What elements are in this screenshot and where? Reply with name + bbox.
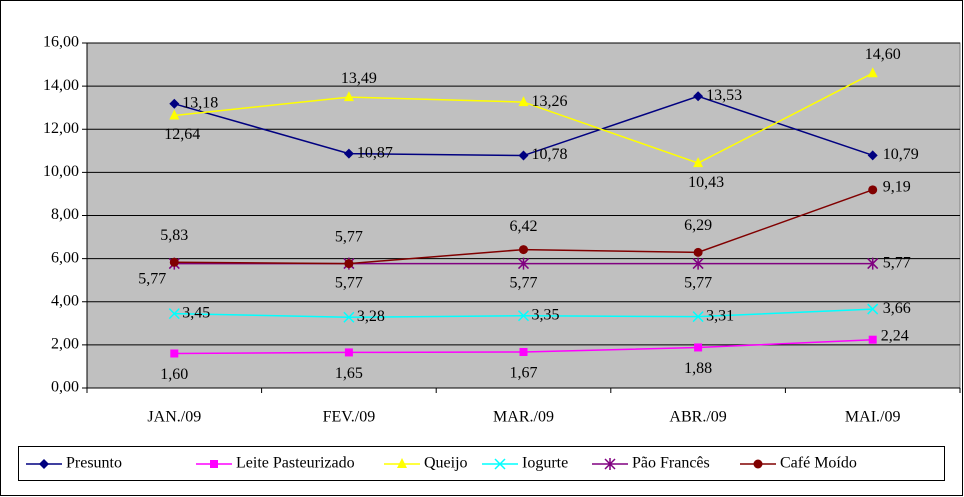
- data-label: 9,19: [883, 179, 911, 196]
- data-label: 14,60: [865, 46, 901, 63]
- legend-label: Pão Francês: [632, 455, 710, 472]
- marker: [517, 257, 530, 270]
- x-tick-label: MAI./09: [845, 409, 901, 426]
- legend-marker: [604, 458, 616, 470]
- data-label: 13,53: [706, 87, 742, 104]
- y-tick-label: 2,00: [51, 336, 79, 353]
- marker: [517, 310, 530, 322]
- y-tick-label: 12,00: [43, 120, 79, 137]
- data-label: 5,77: [883, 254, 911, 271]
- marker: [867, 150, 878, 161]
- x-tick-label: FEV./09: [323, 409, 376, 426]
- x-tick-label: JAN./09: [147, 409, 201, 426]
- marker: [694, 343, 703, 352]
- y-tick-label: 14,00: [43, 77, 79, 94]
- data-label: 5,77: [684, 274, 712, 291]
- y-tick-label: 16,00: [43, 34, 79, 51]
- data-label: 6,29: [684, 217, 712, 234]
- marker: [170, 349, 179, 358]
- data-label: 13,26: [532, 93, 568, 110]
- data-label: 10,43: [688, 174, 724, 191]
- marker: [693, 91, 704, 102]
- legend-marker: [210, 460, 218, 468]
- marker: [169, 257, 179, 267]
- data-label: 2,24: [881, 327, 909, 344]
- marker: [868, 185, 878, 195]
- data-label: 13,49: [341, 70, 377, 87]
- legend-marker: [494, 458, 506, 470]
- marker: [343, 148, 354, 159]
- marker: [868, 335, 877, 344]
- marker: [169, 109, 180, 120]
- legend-marker: [397, 458, 407, 468]
- y-tick-label: 10,00: [43, 163, 79, 180]
- data-label: 5,77: [335, 274, 363, 291]
- series: 3,45 3,28 3,35 3,31 3,66: [168, 300, 911, 325]
- marker: [519, 347, 528, 356]
- legend: [18, 446, 945, 481]
- marker: [693, 157, 704, 168]
- data-label: 10,87: [357, 144, 393, 161]
- data-label: 1,65: [335, 365, 363, 382]
- series: 1,60 1,65 1,67 1,88 2,24: [160, 327, 908, 383]
- data-label: 3,31: [706, 307, 734, 324]
- legend-label: Iogurte: [522, 455, 568, 472]
- x-tick-label: MAR./09: [493, 409, 554, 426]
- marker: [518, 150, 529, 161]
- series: 13,18 10,87 10,78 13,53 10,79: [169, 87, 919, 163]
- y-tick-label: 4,00: [51, 292, 79, 309]
- data-label: 1,67: [510, 365, 538, 382]
- legend-marker: [39, 459, 49, 469]
- data-label: 5,77: [335, 228, 363, 245]
- data-label: 12,64: [164, 126, 200, 143]
- marker: [343, 91, 354, 102]
- data-label: 10,78: [532, 146, 568, 163]
- data-label: 1,88: [684, 360, 712, 377]
- series: 12,64 13,49 13,26 10,43 14,60: [164, 46, 900, 191]
- marker: [518, 96, 529, 107]
- marker: [693, 247, 703, 257]
- data-label: 3,45: [182, 304, 210, 321]
- legend-label: Presunto: [66, 455, 122, 472]
- y-tick-label: 8,00: [51, 206, 79, 223]
- data-label: 3,35: [532, 306, 560, 323]
- data-label: 6,42: [510, 218, 538, 235]
- data-label: 5,77: [510, 274, 538, 291]
- marker: [344, 259, 354, 269]
- marker: [867, 303, 879, 315]
- legend-label: Café Moído: [780, 455, 857, 472]
- legend-label: Leite Pasteurizado: [236, 455, 355, 472]
- data-label: 13,18: [182, 94, 218, 111]
- data-label: 3,66: [883, 300, 911, 317]
- data-label: 3,28: [357, 308, 385, 325]
- data-label: 5,83: [160, 227, 188, 244]
- data-label: 5,77: [138, 270, 166, 287]
- series: 5,77 5,77 5,77 5,77 5,77: [138, 254, 910, 291]
- marker: [692, 311, 704, 323]
- data-label: 1,60: [160, 366, 188, 383]
- marker: [867, 67, 878, 78]
- legend-label: Queijo: [424, 455, 468, 472]
- data-label: 10,79: [883, 146, 919, 163]
- y-tick-label: 0,00: [51, 379, 79, 396]
- marker: [168, 308, 180, 320]
- series: 5,83 5,77 6,42 6,29 9,19: [160, 179, 911, 269]
- marker: [344, 348, 353, 357]
- marker: [169, 98, 180, 109]
- marker: [867, 257, 879, 270]
- y-tick-label: 6,00: [51, 249, 79, 266]
- x-tick-label: ABR./09: [669, 409, 726, 426]
- marker: [519, 245, 528, 255]
- legend-marker: [753, 459, 763, 469]
- marker: [692, 257, 704, 270]
- marker: [343, 311, 355, 323]
